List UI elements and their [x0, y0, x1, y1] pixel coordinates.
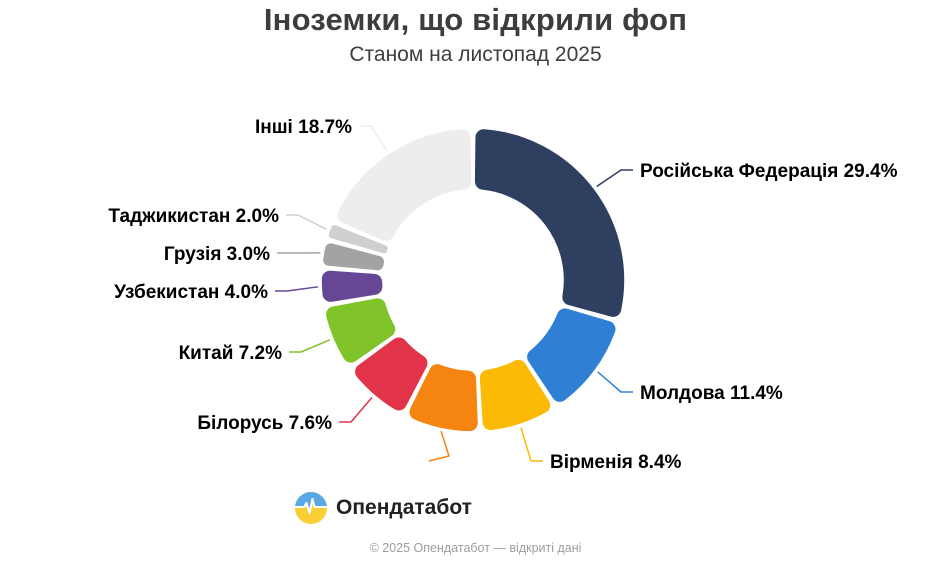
pulse-logo-icon [295, 492, 327, 524]
slice-label-4: Білорусь 7.6% [197, 413, 332, 434]
pie-slice-6 [320, 269, 384, 304]
leader-line-5 [289, 339, 331, 353]
slice-label-5: Китай 7.2% [179, 343, 283, 364]
leader-line-3 [428, 430, 450, 462]
leader-line-6 [275, 286, 319, 292]
leader-line-4 [339, 397, 373, 423]
leader-line-9 [359, 125, 388, 152]
leader-line-8 [286, 214, 327, 231]
slice-label-1: Молдова 11.4% [640, 383, 783, 404]
leader-line-1 [597, 371, 633, 393]
slice-label-7: Грузія 3.0% [164, 244, 270, 265]
pie-slice-1 [525, 306, 618, 404]
leader-line-0 [596, 169, 633, 188]
slice-label-0: Російська Федерація 29.4% [640, 161, 898, 182]
slice-label-2: Вірменія 8.4% [550, 452, 682, 473]
slice-label-6: Узбекистан 4.0% [114, 282, 268, 303]
pie-slice-4 [353, 335, 430, 413]
leader-line-2 [520, 427, 543, 462]
copyright-footer: © 2025 Опендатабот — відкриті дані [369, 541, 582, 555]
pie-slice-7 [321, 241, 386, 272]
opendatabot-logo: Опендатабот [295, 492, 472, 524]
pie-slice-9 [335, 127, 473, 243]
logo-text: Опендатабот [336, 496, 472, 519]
pie-slice-2 [478, 358, 552, 432]
pie-slice-5 [324, 296, 397, 365]
slice-label-8: Таджикистан 2.0% [108, 206, 279, 227]
chart-title: Іноземки, що відкрили фоп [263, 2, 688, 37]
pie-slice-8 [327, 223, 390, 255]
chart-subtitle: Станом на листопад 2025 [349, 43, 602, 66]
pie-slice-3 [407, 362, 480, 433]
slice-label-9: Інші 18.7% [255, 117, 352, 138]
pie-slice-0 [473, 127, 626, 319]
